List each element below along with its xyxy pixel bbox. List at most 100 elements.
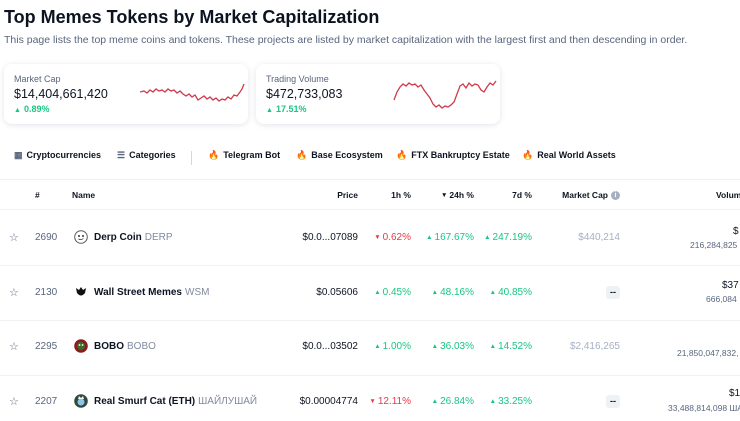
real-smurf-cat-logo	[74, 394, 88, 408]
change-24h: ▲ 48.16%	[432, 287, 474, 298]
market-cap: --	[606, 286, 620, 299]
volume-usd: $1	[729, 388, 740, 399]
change-1h: ▼ 0.62%	[374, 232, 411, 243]
caret-up-icon: ▲	[431, 398, 439, 405]
header-market-cap-label: Market Cap	[562, 190, 608, 200]
market-cap: $2,416,265	[569, 341, 620, 352]
market-cap-change-value: 0.89%	[23, 104, 50, 114]
change-24h-value: 26.84%	[440, 396, 474, 407]
caret-up-icon: ▲	[431, 343, 439, 350]
header-volume[interactable]: Volum	[716, 190, 740, 200]
page-title: Top Memes Tokens by Market Capitalizatio…	[4, 7, 380, 27]
market-cap-label: Market Cap	[14, 74, 61, 84]
caret-up-icon: ▲	[426, 234, 433, 241]
change-7d: ▲ 40.85%	[490, 287, 532, 298]
header-1h[interactable]: 1h %	[391, 190, 411, 200]
coin-name-label: Derp Coin	[94, 232, 142, 243]
arrow-up-icon: ▲	[266, 107, 273, 114]
list-icon: ☰	[117, 150, 126, 160]
coin-symbol: DERP	[144, 232, 173, 243]
change-24h: ▲ 167.67%	[426, 232, 474, 243]
rank: 2130	[35, 287, 58, 298]
fire-icon: 🔥	[208, 150, 220, 160]
table-row[interactable]: ☆ 2295 BOBO BOBO $0.0...03502 ▲ 1.00% ▲ 36.…	[0, 321, 740, 376]
caret-up-icon: ▲	[431, 289, 439, 296]
filter-categories[interactable]: ☰ Categories	[117, 150, 176, 161]
change-7d: ▲ 247.19%	[484, 232, 532, 243]
coin-name-label: BOBO	[94, 341, 124, 352]
filter-cryptocurrencies[interactable]: ▦ Cryptocurrencies	[14, 150, 101, 161]
change-24h-value: 167.67%	[434, 232, 474, 243]
filter-tag-label: FTX Bankruptcy Estate	[411, 150, 510, 160]
rank: 2207	[35, 396, 58, 407]
change-7d-value: 14.52%	[498, 341, 532, 352]
market-cap: --	[606, 395, 620, 408]
coin-name[interactable]: Wall Street Memes WSM	[94, 287, 209, 298]
volume-usd: $37	[722, 280, 739, 291]
price: $0.00004774	[299, 396, 358, 407]
filter-tag-label: Telegram Bot	[223, 150, 281, 160]
change-24h: ▲ 36.03%	[432, 341, 474, 352]
bobo-logo	[74, 339, 88, 353]
coin-symbol: BOBO	[127, 341, 156, 352]
filter-tag-telegram-bot[interactable]: 🔥 Telegram Bot	[208, 150, 280, 161]
fire-icon: 🔥	[396, 150, 408, 160]
filter-tag-ftx-bankruptcy-estate[interactable]: 🔥 FTX Bankruptcy Estate	[396, 150, 510, 161]
star-icon[interactable]: ☆	[9, 232, 19, 244]
caret-up-icon: ▲	[484, 234, 491, 241]
header-name[interactable]: Name	[72, 190, 96, 200]
coin-name-label: Real Smurf Cat (ETH)	[94, 396, 196, 407]
filter-tag-base-ecosystem[interactable]: 🔥 Base Ecosystem	[296, 150, 383, 161]
market-cap-card[interactable]: Market Cap $14,404,661,420 ▲ 0.89%	[4, 64, 248, 124]
coin-name-label: Wall Street Memes	[94, 287, 182, 298]
header-price[interactable]: Price	[337, 190, 358, 200]
coin-name[interactable]: BOBO BOBO	[94, 341, 156, 352]
derp-coin-logo	[74, 230, 88, 244]
market-cap-sparkline	[140, 83, 245, 102]
filter-categories-label: Categories	[129, 150, 176, 160]
filter-tag-label: Real World Assets	[537, 150, 616, 160]
header-rank[interactable]: #	[35, 190, 40, 200]
coin-name[interactable]: Real Smurf Cat (ETH) ШАЙЛУШАЙ	[94, 396, 257, 407]
table-header-divider	[0, 209, 740, 210]
filter-tag-label: Base Ecosystem	[311, 150, 383, 160]
coin-symbol: WSM	[185, 287, 210, 298]
filter-tag-real-world-assets[interactable]: 🔥 Real World Assets	[522, 150, 616, 161]
page-subtitle: This page lists the top meme coins and t…	[4, 34, 688, 46]
caret-down-icon: ▼	[374, 234, 381, 241]
fire-icon: 🔥	[522, 150, 534, 160]
sort-down-icon: ▼	[440, 192, 448, 199]
trading-volume-label: Trading Volume	[266, 74, 329, 84]
table-row[interactable]: ☆ 2690 Derp Coin DERP $0.0...07089 ▼ 0.62%…	[0, 210, 740, 265]
coin-symbol: ШАЙЛУШАЙ	[198, 396, 258, 407]
caret-up-icon: ▲	[489, 289, 497, 296]
change-1h: ▲ 0.45%	[374, 287, 411, 298]
rank: 2295	[35, 341, 58, 352]
arrow-up-icon: ▲	[14, 107, 21, 114]
star-icon[interactable]: ☆	[9, 396, 19, 408]
header-7d[interactable]: 7d %	[512, 190, 532, 200]
info-icon[interactable]: i	[611, 191, 620, 201]
filter-bar: ▦ Cryptocurrencies ☰ Categories 🔥 Telegram …	[0, 143, 740, 171]
header-market-cap[interactable]: Market Cap i	[562, 190, 620, 201]
change-7d-value: 247.19%	[492, 232, 532, 243]
star-icon[interactable]: ☆	[9, 341, 19, 353]
filter-cryptocurrencies-label: Cryptocurrencies	[26, 150, 102, 160]
coin-name[interactable]: Derp Coin DERP	[94, 232, 173, 243]
table-top-divider	[0, 179, 740, 180]
table-row[interactable]: ☆ 2130 Wall Street Memes WSM $0.05606 ▲ 0.…	[0, 266, 740, 321]
row-divider	[0, 375, 740, 376]
trading-volume-sparkline	[393, 80, 497, 109]
header-24h[interactable]: ▼ 24h %	[441, 190, 474, 200]
change-24h-value: 36.03%	[440, 341, 474, 352]
star-icon[interactable]: ☆	[9, 287, 19, 299]
table-row[interactable]: ☆ 2207 Real Smurf Cat (ETH) ШАЙЛУШАЙ $0.0…	[0, 376, 740, 421]
rank: 2690	[35, 232, 58, 243]
caret-up-icon: ▲	[374, 289, 381, 296]
caret-up-icon: ▲	[489, 343, 497, 350]
price: $0.0...07089	[302, 232, 358, 243]
trading-volume-card[interactable]: Trading Volume $472,733,083 ▲ 17.51%	[256, 64, 500, 124]
market-cap-value: $14,404,661,420	[14, 87, 108, 101]
grid-icon: ▦	[14, 150, 23, 160]
filter-divider	[191, 151, 192, 165]
